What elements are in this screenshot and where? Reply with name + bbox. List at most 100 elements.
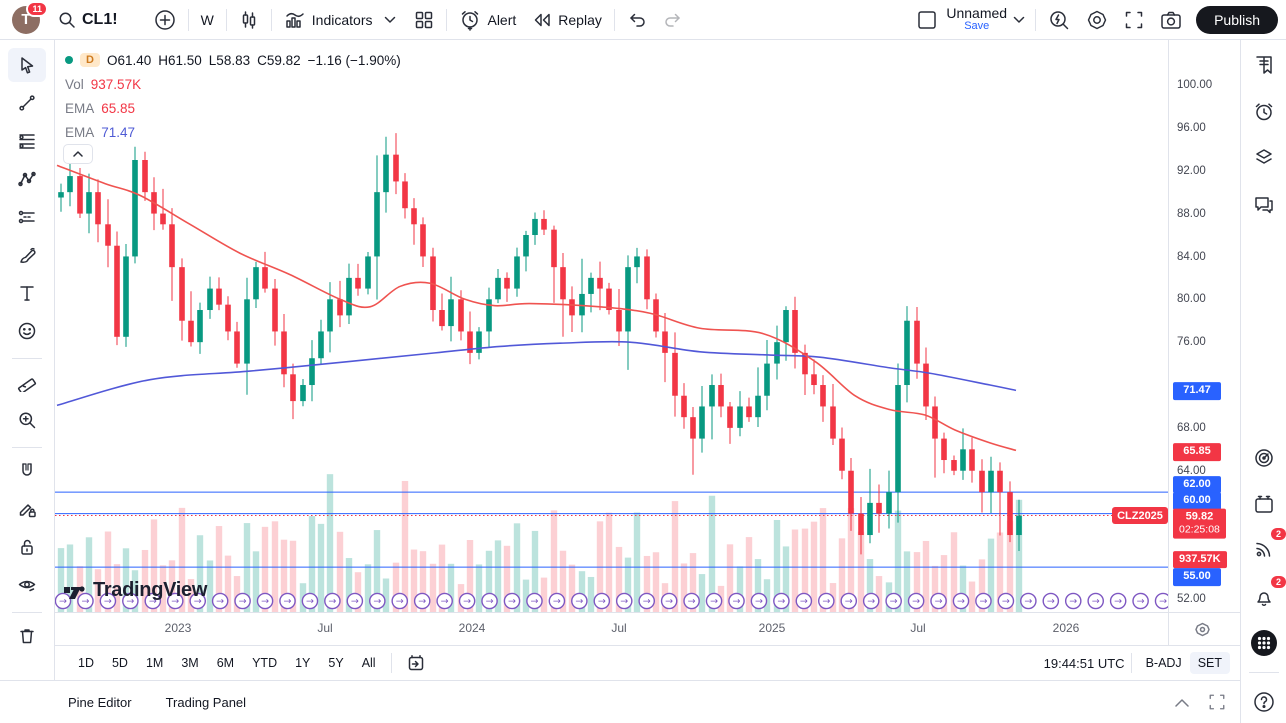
screenshot-button[interactable] [1152, 4, 1190, 36]
rollover-icon[interactable]: → [256, 592, 274, 610]
trading-panel-tab[interactable]: Trading Panel [165, 694, 247, 710]
axis-settings-corner[interactable] [1168, 612, 1240, 645]
rollover-icon[interactable]: → [593, 592, 611, 610]
rollover-icon[interactable]: → [728, 592, 745, 610]
panel-fullscreen-icon[interactable] [1208, 693, 1226, 711]
pine-editor-tab[interactable]: Pine Editor [68, 694, 132, 710]
rollover-icon[interactable]: → [1154, 592, 1168, 610]
ema-fast-line[interactable] [56, 164, 1017, 452]
go-to-date-button[interactable] [398, 650, 434, 676]
symbol-search-button[interactable]: CL1! [50, 4, 126, 36]
rollover-icon[interactable]: → [907, 592, 925, 610]
legend-volume-row[interactable]: Vol 937.57K [65, 72, 401, 96]
rollover-icon[interactable]: → [795, 592, 813, 610]
price-axis-badge[interactable]: 60.00 [1173, 492, 1221, 510]
ema-slow-line[interactable] [56, 340, 1017, 407]
indicators-dropdown-arrow[interactable] [380, 4, 400, 36]
settlement-toggle[interactable]: SET [1189, 652, 1230, 674]
indicator-templates-button[interactable] [406, 4, 442, 36]
rollover-icon[interactable]: → [436, 592, 453, 610]
rollover-icon[interactable]: → [234, 592, 251, 610]
rollover-icon[interactable]: → [526, 592, 543, 610]
rollover-icon[interactable]: → [571, 592, 588, 610]
object-tree-button[interactable] [1247, 140, 1281, 174]
rollover-icon[interactable]: → [189, 592, 206, 610]
rollover-icon[interactable]: → [975, 592, 992, 610]
rollover-icon[interactable]: → [997, 592, 1015, 610]
rollover-icon[interactable]: → [166, 592, 184, 610]
rollover-icon[interactable]: → [55, 592, 72, 610]
rollover-icon[interactable]: → [122, 592, 139, 610]
quick-search-button[interactable] [1040, 4, 1078, 36]
price-axis-badge[interactable]: 65.85 [1173, 443, 1221, 461]
rollover-icon[interactable]: → [346, 592, 364, 610]
rollover-icon[interactable]: → [1020, 592, 1037, 610]
range-button-all[interactable]: All [361, 656, 376, 670]
legend-ema-fast-row[interactable]: EMA 65.85 [65, 96, 401, 120]
chart-style-button[interactable] [231, 4, 267, 36]
price-axis-badge[interactable]: 59.82 02:25:08 [1173, 508, 1226, 539]
create-alert-button[interactable]: Alert [451, 4, 524, 36]
range-button-5d[interactable]: 5D [111, 656, 128, 670]
redo-button[interactable] [655, 4, 691, 36]
apps-menu-button[interactable] [1247, 626, 1281, 660]
rollover-icon[interactable]: → [1132, 592, 1149, 610]
remove-drawings-tool[interactable] [8, 619, 46, 653]
price-axis-badge[interactable]: 62.00 [1173, 475, 1221, 494]
layout-select-button[interactable] [908, 4, 946, 36]
replay-button[interactable]: Replay [524, 4, 610, 36]
legend-collapse-button[interactable] [63, 144, 93, 164]
fib-retracement-tool[interactable] [8, 124, 46, 158]
lock-drawings-tool[interactable] [8, 530, 46, 564]
indicators-button[interactable]: Indicators [276, 4, 381, 36]
rollover-icon[interactable]: → [458, 592, 476, 610]
rollover-icon[interactable]: → [503, 592, 521, 610]
rollover-icon[interactable]: → [773, 592, 790, 610]
rollover-icon[interactable]: → [413, 592, 431, 610]
user-avatar[interactable]: T 11 [12, 0, 48, 34]
trend-line-tool[interactable] [8, 86, 46, 120]
cursor-tool[interactable] [8, 48, 46, 82]
rollover-icon[interactable]: → [324, 592, 341, 610]
chart-settings-button[interactable] [1078, 4, 1116, 36]
layout-name-save[interactable]: Unnamed Save [946, 6, 1007, 32]
rollover-icon[interactable]: → [548, 592, 566, 610]
range-button-6m[interactable]: 6M [216, 656, 235, 670]
candlestick-chart[interactable]: → → → → → → → → → → → → → → → → → → → → → → → → → → → → → → → → → → → → → → → →… [55, 40, 1168, 612]
screener-button[interactable] [1247, 441, 1281, 475]
layout-dropdown-arrow[interactable] [1007, 4, 1031, 36]
back-adjustment-toggle[interactable]: B-ADJ [1145, 656, 1182, 670]
rollover-icon[interactable]: → [368, 592, 386, 610]
rollover-icon[interactable]: → [952, 592, 970, 610]
rollover-icon[interactable]: → [1087, 592, 1104, 610]
rollover-icon[interactable]: → [211, 592, 229, 610]
pattern-tool[interactable] [8, 162, 46, 196]
contract-rollover-markers[interactable]: → → → → → → → → → → → → → → → → → → → → → → → → → → → → → → → → → → → → → → → →… [55, 592, 1168, 610]
price-axis-badge[interactable]: 71.47 [1173, 382, 1221, 400]
rollover-icon[interactable]: → [1064, 592, 1082, 610]
drawing-mode-tool[interactable] [8, 492, 46, 526]
streams-button[interactable]: 2 [1247, 528, 1286, 566]
time-axis[interactable]: 2023 Jul 2024 Jul 2025 Jul 2026 [55, 612, 1168, 645]
range-button-1m[interactable]: 1M [145, 656, 164, 670]
rollover-icon[interactable]: → [638, 592, 656, 610]
rollover-icon[interactable]: → [818, 592, 835, 610]
rollover-icon[interactable]: → [1042, 592, 1060, 610]
range-button-ytd[interactable]: YTD [252, 656, 278, 670]
rollover-icon[interactable]: → [301, 592, 319, 610]
price-axis-badge[interactable]: 937.57K [1173, 550, 1227, 569]
rollover-icon[interactable]: → [840, 592, 858, 610]
compare-add-symbol-button[interactable] [146, 4, 184, 36]
publish-button[interactable]: Publish [1196, 5, 1278, 34]
calendar-button[interactable] [1247, 488, 1281, 522]
rollover-icon[interactable]: → [1109, 592, 1127, 610]
rollover-icon[interactable]: → [481, 592, 498, 610]
rollover-icon[interactable]: → [99, 592, 117, 610]
range-button-5y[interactable]: 5Y [328, 656, 344, 670]
help-button[interactable] [1247, 685, 1281, 719]
alerts-panel-button[interactable] [1247, 95, 1281, 129]
chart-area[interactable]: → → → → → → → → → → → → → → → → → → → → → → → → → → → → → → → → → → → → → → → →… [55, 40, 1240, 645]
range-button-1d[interactable]: 1D [78, 656, 94, 670]
rollover-icon[interactable]: → [862, 592, 880, 610]
rollover-icon[interactable]: → [885, 592, 902, 610]
